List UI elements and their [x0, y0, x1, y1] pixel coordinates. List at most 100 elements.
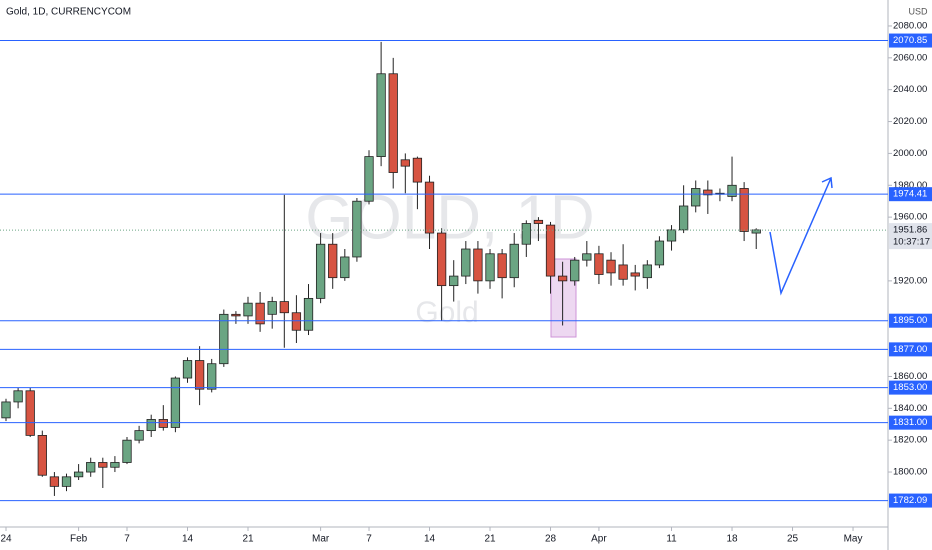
x-tick-label: 21 — [242, 534, 254, 545]
candle-body — [509, 243, 519, 279]
candle-body — [485, 253, 495, 282]
candle-body — [521, 223, 531, 245]
candle-body — [642, 264, 652, 279]
last-price-box — [889, 223, 932, 250]
candle-body — [146, 419, 156, 432]
y-tick-label: 2060.00 — [893, 52, 927, 63]
candle-body — [594, 253, 604, 275]
candle-body — [303, 297, 314, 331]
candle-body — [582, 253, 592, 261]
level-label-box — [889, 380, 932, 395]
x-tick-label: 14 — [424, 534, 436, 545]
candle-body — [618, 264, 628, 280]
candle-body — [436, 232, 447, 287]
candle-body — [570, 259, 580, 282]
candle-body — [73, 471, 84, 478]
x-tick-label: 11 — [666, 534, 677, 545]
candle-body — [364, 156, 374, 202]
candle-body — [739, 188, 749, 232]
candle-body — [691, 188, 701, 207]
candle-body — [449, 275, 459, 287]
y-tick-label: 1860.00 — [893, 371, 927, 382]
candle-body — [545, 224, 556, 277]
level-label: 1831.00 — [893, 417, 927, 428]
y-tick-label: 1800.00 — [893, 467, 927, 478]
candle-body — [1, 401, 11, 419]
candle-body — [376, 73, 386, 158]
candle-body — [352, 200, 362, 258]
axis: 2080.00 2060.00 2040.00 2020.00 2000.00 1980.… — [0, 20, 927, 544]
candle-body — [291, 312, 302, 331]
candle-body — [231, 313, 241, 317]
candle-body — [134, 430, 144, 441]
x-tick-label: 7 — [124, 534, 130, 545]
candle-body — [533, 219, 544, 224]
x-tick-label: Mar — [312, 534, 330, 545]
candle-body — [557, 275, 568, 282]
y-tick-label: 1960.00 — [893, 212, 927, 223]
level-label-box — [889, 342, 932, 357]
candle-body — [424, 181, 435, 234]
level-label: 2070.85 — [893, 35, 927, 46]
y-tick-label: 1840.00 — [893, 403, 927, 414]
candle-body — [158, 419, 168, 428]
candle-body — [13, 390, 23, 403]
level-label-box — [889, 33, 932, 48]
x-tick-label: 18 — [726, 534, 738, 545]
level-label-box — [889, 313, 932, 328]
candle-body — [207, 363, 217, 390]
candle-body — [194, 360, 205, 390]
candle-body — [170, 377, 181, 428]
candle-body — [340, 256, 350, 279]
currency: USD — [908, 6, 928, 16]
candle-body — [61, 476, 72, 487]
y-tick-label: 1980.00 — [893, 180, 927, 191]
x-tick-label: Apr — [591, 534, 607, 545]
candle-body — [279, 301, 289, 314]
candle-body — [182, 360, 193, 379]
candle-body — [98, 462, 108, 468]
level-label: 1974.41 — [893, 189, 927, 200]
level-label: 1782.09 — [893, 495, 927, 506]
candle-body — [328, 243, 338, 279]
candle-body — [703, 189, 713, 196]
x-tick-label: May — [844, 534, 863, 545]
candle-body — [412, 157, 423, 183]
candle-body — [400, 159, 410, 167]
drawing-arrow — [769, 176, 833, 296]
x-tick-label: 25 — [787, 534, 799, 545]
candle-body — [267, 301, 277, 315]
candle-body — [630, 272, 640, 277]
y-tick-label: 2040.00 — [893, 84, 927, 95]
chart-title: Gold, 1D, CURRENCYCOM — [6, 7, 131, 18]
candle-body — [497, 253, 507, 279]
x-tick-label: Feb — [70, 534, 88, 545]
x-tick-label: 7 — [366, 534, 372, 545]
candle-body — [666, 229, 677, 242]
x-tick-label: 14 — [182, 534, 194, 545]
candle-body — [37, 434, 47, 476]
y-tick-label: 2000.00 — [893, 148, 927, 159]
candle-body — [243, 302, 253, 317]
y-tick-label: 1920.00 — [893, 275, 927, 286]
level-label: 1853.00 — [893, 382, 927, 393]
candle-body — [25, 390, 35, 436]
candle-body — [110, 462, 120, 468]
candle-body — [49, 476, 60, 487]
candle-body — [388, 73, 398, 173]
level-label: 1877.00 — [893, 344, 927, 355]
arrow-head — [821, 176, 833, 189]
candle-body — [727, 184, 737, 197]
x-tick-label: 21 — [484, 534, 496, 545]
levels: 2070.85 1974.41 1895.00 1877.00 1853.00 1831.… — [0, 33, 932, 508]
candle-body — [86, 462, 96, 473]
y-tick-label: 2080.00 — [893, 20, 927, 31]
candle-body — [678, 205, 689, 231]
y-tick-label: 1820.00 — [893, 435, 927, 446]
level-label: 1895.00 — [893, 315, 927, 326]
candle-body — [473, 248, 483, 282]
countdown: 10:37:17 — [893, 237, 930, 248]
candle-body — [122, 439, 132, 463]
arrow-path — [769, 177, 832, 296]
